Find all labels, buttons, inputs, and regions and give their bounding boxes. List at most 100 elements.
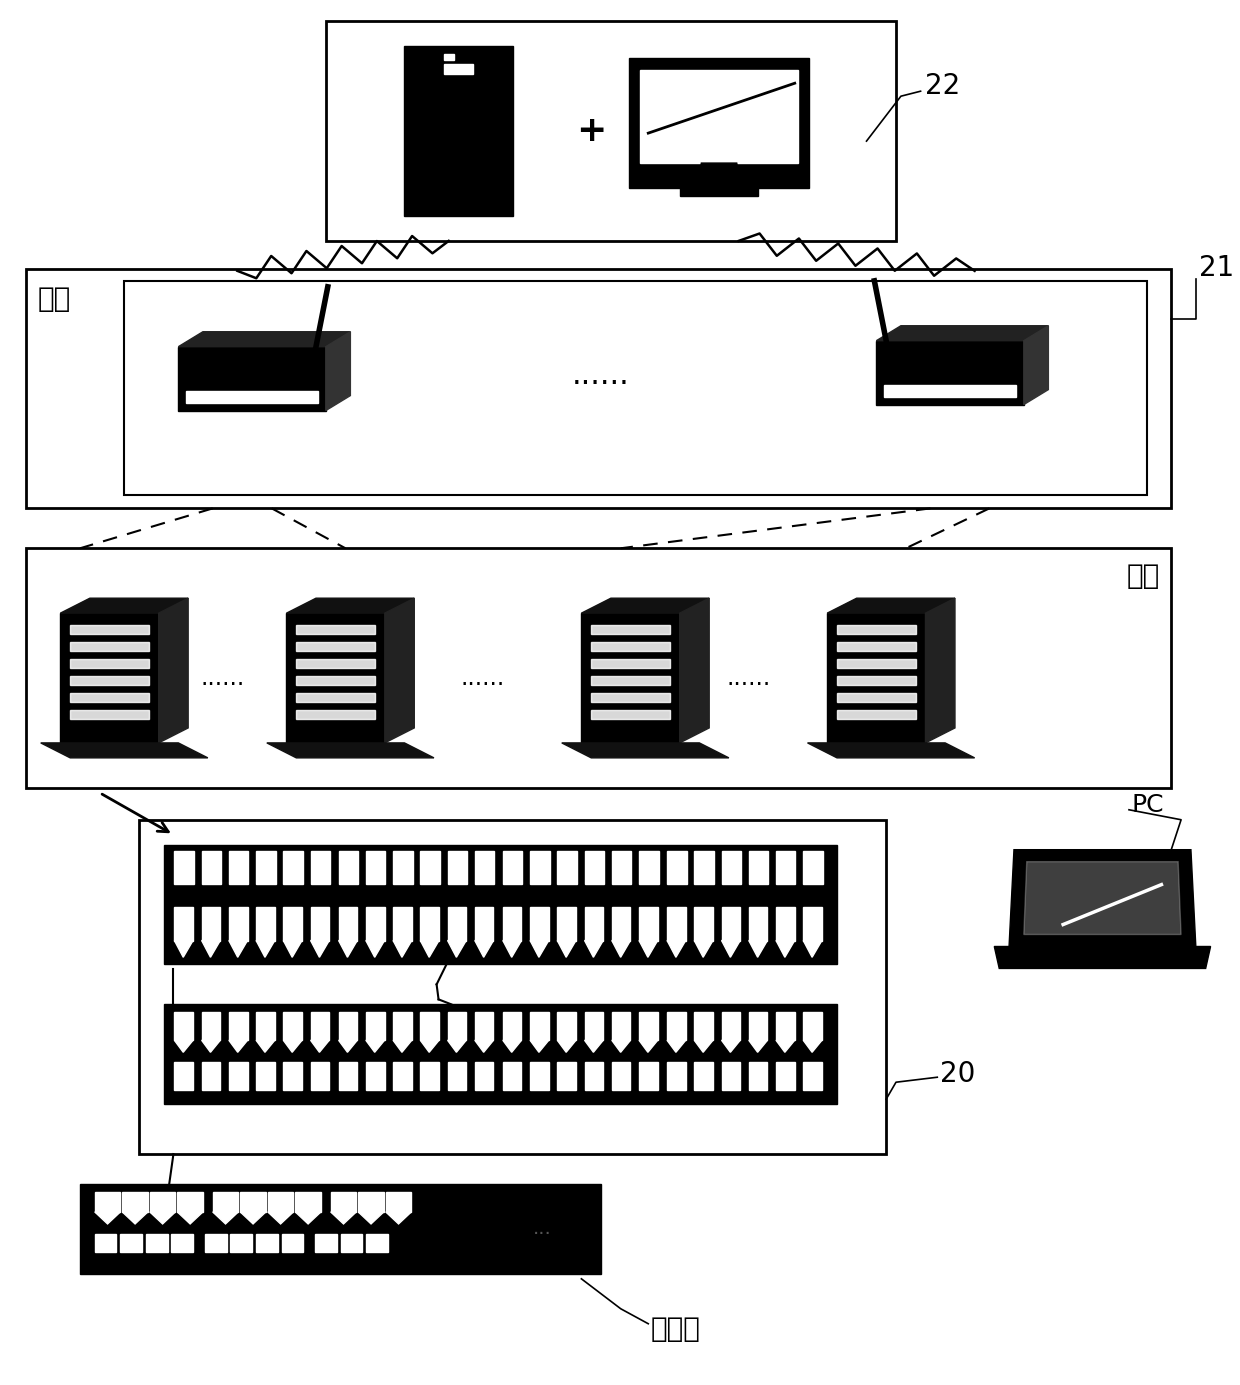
Polygon shape [420, 940, 439, 957]
Polygon shape [804, 940, 822, 957]
Polygon shape [123, 1192, 148, 1212]
Polygon shape [591, 711, 670, 719]
Text: 机房: 机房 [37, 285, 71, 313]
Polygon shape [177, 1212, 203, 1224]
Polygon shape [284, 907, 303, 940]
Polygon shape [179, 332, 351, 346]
Polygon shape [229, 1062, 248, 1090]
Polygon shape [694, 1062, 713, 1090]
Text: ......: ...... [201, 666, 244, 690]
Polygon shape [837, 659, 915, 668]
Bar [26, 269, 1172, 508]
Polygon shape [694, 850, 714, 884]
Polygon shape [202, 1012, 221, 1040]
Polygon shape [179, 346, 326, 410]
Polygon shape [241, 1212, 265, 1224]
Polygon shape [584, 850, 604, 884]
Polygon shape [722, 1040, 740, 1053]
Polygon shape [310, 940, 330, 957]
Polygon shape [611, 1040, 630, 1053]
Polygon shape [475, 850, 495, 884]
Polygon shape [611, 1062, 630, 1090]
Polygon shape [749, 1012, 768, 1040]
Polygon shape [202, 907, 221, 940]
Polygon shape [837, 643, 915, 651]
Polygon shape [591, 659, 670, 668]
Polygon shape [71, 625, 149, 634]
Polygon shape [503, 850, 522, 884]
Polygon shape [557, 907, 575, 940]
Bar [26, 548, 1172, 788]
Polygon shape [680, 598, 709, 742]
Polygon shape [366, 940, 384, 957]
Polygon shape [202, 940, 221, 957]
Polygon shape [994, 946, 1210, 968]
Polygon shape [71, 692, 149, 702]
Polygon shape [562, 742, 729, 758]
Polygon shape [229, 1040, 248, 1053]
Polygon shape [444, 54, 454, 61]
Polygon shape [257, 1062, 275, 1090]
Polygon shape [386, 1192, 412, 1212]
Polygon shape [150, 1192, 175, 1212]
Polygon shape [384, 598, 414, 742]
Polygon shape [557, 940, 575, 957]
Polygon shape [529, 850, 549, 884]
Polygon shape [877, 325, 1048, 341]
Polygon shape [366, 1062, 384, 1090]
Polygon shape [120, 1234, 141, 1252]
Polygon shape [722, 940, 740, 957]
Polygon shape [749, 940, 768, 957]
Polygon shape [804, 1040, 822, 1053]
Polygon shape [310, 850, 330, 884]
Polygon shape [310, 1012, 330, 1040]
Polygon shape [255, 1234, 278, 1252]
Polygon shape [694, 1040, 713, 1053]
Polygon shape [611, 850, 631, 884]
Polygon shape [94, 1212, 120, 1224]
Polygon shape [229, 907, 248, 940]
Polygon shape [1024, 861, 1180, 935]
Polygon shape [205, 1234, 227, 1252]
Polygon shape [339, 1062, 357, 1090]
Polygon shape [366, 907, 384, 940]
Text: ...: ... [533, 1219, 552, 1238]
Polygon shape [503, 1062, 522, 1090]
Polygon shape [41, 742, 208, 758]
Polygon shape [680, 183, 759, 197]
Polygon shape [202, 850, 221, 884]
Polygon shape [503, 907, 522, 940]
Polygon shape [71, 711, 149, 719]
Polygon shape [591, 625, 670, 634]
Polygon shape [877, 341, 1024, 404]
Polygon shape [186, 391, 317, 403]
Polygon shape [444, 64, 474, 75]
Polygon shape [229, 850, 248, 884]
Polygon shape [257, 850, 275, 884]
Polygon shape [296, 625, 374, 634]
Polygon shape [315, 1234, 336, 1252]
Polygon shape [584, 907, 603, 940]
Polygon shape [257, 940, 275, 957]
Polygon shape [267, 742, 434, 758]
Polygon shape [331, 1212, 356, 1224]
Polygon shape [339, 1012, 357, 1040]
Polygon shape [286, 614, 384, 742]
Text: 22: 22 [925, 72, 961, 100]
Polygon shape [925, 598, 955, 742]
Polygon shape [1009, 849, 1195, 946]
Polygon shape [296, 659, 374, 668]
Polygon shape [61, 598, 188, 614]
Polygon shape [529, 1012, 549, 1040]
Text: ......: ...... [727, 666, 770, 690]
Polygon shape [175, 1062, 193, 1090]
Polygon shape [448, 850, 467, 884]
Polygon shape [326, 332, 351, 410]
Polygon shape [123, 1212, 148, 1224]
Polygon shape [229, 1012, 248, 1040]
Polygon shape [61, 614, 159, 742]
Text: PC: PC [1132, 792, 1164, 817]
Polygon shape [827, 614, 925, 742]
Polygon shape [310, 907, 330, 940]
Polygon shape [94, 1192, 120, 1212]
